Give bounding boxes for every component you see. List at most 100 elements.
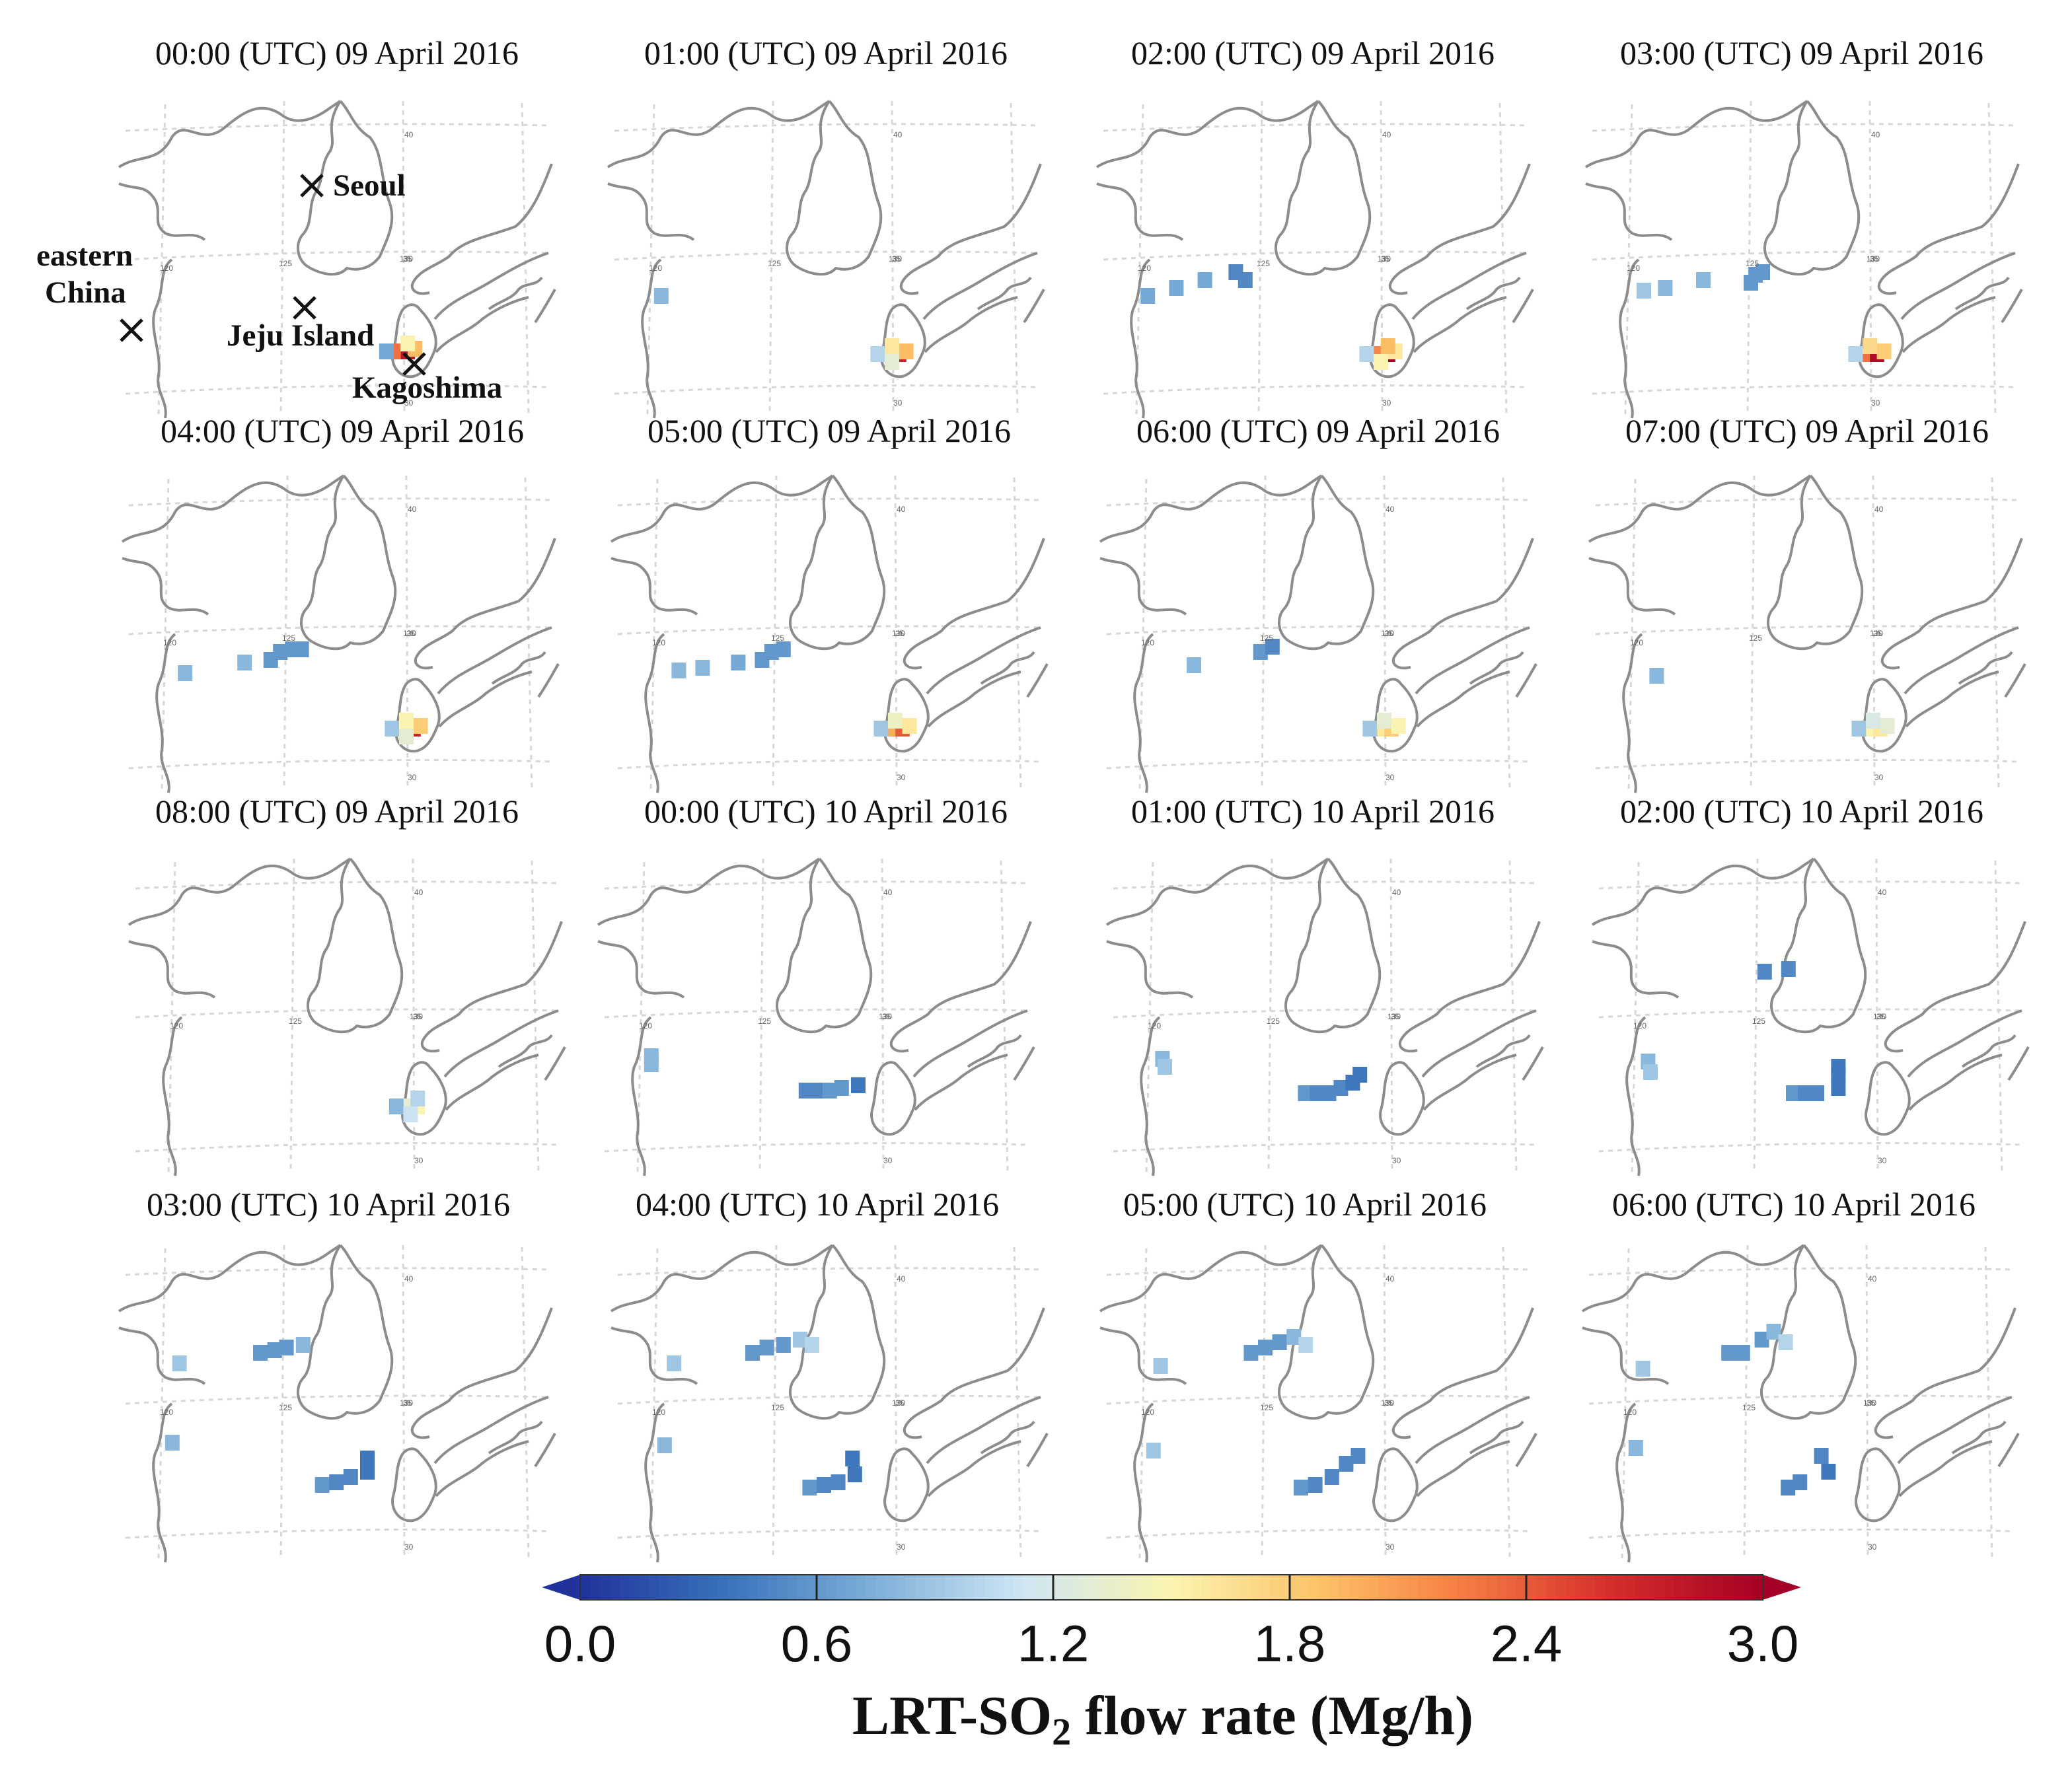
grid-label-lat-35: 35 — [1391, 1012, 1400, 1021]
heatmap-cell — [295, 1337, 311, 1353]
heatmap-cell — [851, 1077, 866, 1093]
panel-grid-labels: 120 125 130 40 35 30 — [652, 1274, 906, 1552]
colorbar-step — [1152, 1575, 1162, 1600]
heatmap-cell — [294, 641, 309, 657]
colorbar-step — [797, 1575, 807, 1600]
heatmap-cell — [379, 343, 394, 359]
heatmap-cell — [1391, 718, 1406, 734]
heatmap-cell — [273, 644, 288, 660]
heatmap-cell — [667, 1355, 682, 1371]
panel-heatmap — [165, 1337, 375, 1493]
colorbar-step — [1162, 1575, 1172, 1600]
colorbar-step — [944, 1575, 955, 1600]
grid-label-lon-130: 130 — [410, 1012, 423, 1021]
colorbar-step — [1092, 1575, 1103, 1600]
grid-label-lat-40: 40 — [897, 1274, 906, 1283]
heatmap-cell — [1310, 1085, 1325, 1101]
grid-label-lat-35: 35 — [895, 629, 905, 638]
colorbar-max-arrow-icon — [1763, 1575, 1801, 1600]
colorbar-step — [1210, 1575, 1222, 1600]
grid-label-lon-130: 130 — [1863, 1398, 1876, 1408]
grid-label-lat-35: 35 — [403, 254, 412, 264]
grid-label-lat-35: 35 — [1381, 254, 1390, 264]
label-seoul: Seoul — [333, 168, 406, 203]
colorbar-step — [1112, 1575, 1123, 1600]
heatmap-cell — [1781, 1480, 1796, 1495]
grid-label-lon-125: 125 — [279, 259, 292, 268]
colorbar-step — [1605, 1575, 1615, 1600]
heatmap-cell — [329, 1474, 344, 1490]
heatmap-cell — [745, 1345, 760, 1361]
grid-label-lat-40: 40 — [1868, 1274, 1877, 1283]
colorbar-label: LRT-SO2 flow rate (Mg/h) — [852, 1685, 1473, 1753]
grid-label-lon-130: 130 — [879, 1012, 892, 1021]
grid-label-lat-30: 30 — [404, 1542, 414, 1552]
colorbar-step — [1142, 1575, 1152, 1600]
colorbar-step — [807, 1575, 817, 1600]
colorbar-step — [747, 1575, 758, 1600]
panel-map — [1588, 474, 2026, 794]
grid-label-lon-130: 130 — [1388, 1012, 1401, 1021]
grid-label-lon-130: 130 — [1378, 254, 1391, 264]
grid-label-lon-125: 125 — [1267, 1017, 1280, 1026]
heatmap-cell — [1748, 267, 1763, 283]
heatmap-cell — [1821, 1464, 1836, 1480]
grid-label-lat-40: 40 — [1878, 888, 1887, 897]
colorbar-step — [1082, 1575, 1093, 1600]
colorbar: 0.0 0.6 1.2 1.8 2.4 3.0 LRT-SO2 flow rate (Mg… — [542, 1574, 1801, 1753]
grid-label-lat-30: 30 — [408, 773, 417, 782]
colorbar-step — [1378, 1575, 1389, 1600]
colorbar-step — [1319, 1575, 1330, 1600]
grid-label-lat-40: 40 — [1382, 130, 1391, 139]
panel-grid-labels: 120 125 130 40 35 30 — [1630, 505, 1884, 782]
colorbar-step — [1280, 1575, 1290, 1600]
heatmap-cell — [899, 343, 914, 359]
seoul-marker-icon — [300, 174, 324, 198]
colorbar-step — [994, 1575, 1005, 1600]
panel-heatmap — [1187, 639, 1406, 737]
colorbar-step — [817, 1575, 827, 1600]
colorbar-step — [1014, 1575, 1024, 1600]
panel-map — [1591, 857, 2030, 1177]
label-kagoshima: Kagoshima — [352, 371, 502, 405]
grid-label-lon-130: 130 — [400, 254, 413, 264]
colorbar-step — [1191, 1575, 1202, 1600]
panel-grid-labels: 120 125 130 40 35 30 — [170, 888, 424, 1165]
grid-label-lon-120: 120 — [1627, 264, 1640, 273]
heatmap-cell — [847, 1466, 862, 1482]
heatmap-cell — [776, 1337, 791, 1353]
grid-label-lon-130: 130 — [1381, 1398, 1394, 1408]
grid-label-lat-35: 35 — [882, 1012, 891, 1021]
colorbar-step — [925, 1575, 936, 1600]
colorbar-step — [964, 1575, 975, 1600]
heatmap-cell — [1866, 713, 1880, 729]
grid-label-lat-35: 35 — [1870, 254, 1879, 264]
grid-label-lon-120: 120 — [163, 638, 176, 647]
colorbar-step — [1220, 1575, 1232, 1600]
heatmap-cell — [1757, 964, 1772, 980]
grid-label-lon-120: 120 — [652, 1408, 665, 1417]
grid-label-lon-120: 120 — [170, 1021, 183, 1030]
colorbar-step — [1526, 1575, 1537, 1600]
heatmap-cell — [1696, 272, 1711, 288]
panel-heatmap — [1628, 1324, 1836, 1495]
panel-5: 04:00 (UTC) 09 April 2016 120 125 130 40 35 3… — [121, 412, 560, 794]
panel-heatmap — [178, 641, 428, 744]
grid-label-lon-125: 125 — [758, 1017, 771, 1026]
heatmap-cell — [360, 1464, 375, 1480]
colorbar-step — [679, 1575, 689, 1600]
panel-heatmap — [644, 1048, 866, 1099]
heatmap-cell — [1649, 668, 1664, 684]
grid-label-lon-130: 130 — [1870, 629, 1883, 638]
panel-map — [1105, 857, 1544, 1177]
grid-label-lat-35: 35 — [1384, 629, 1393, 638]
grid-label-lat-30: 30 — [1871, 398, 1880, 408]
heatmap-cell — [885, 338, 899, 354]
panel-grid-labels: 120 125 130 40 35 30 — [1141, 505, 1395, 782]
grid-label-lon-120: 120 — [1138, 264, 1151, 273]
heatmap-cell — [644, 1056, 659, 1072]
panel-8: 07:00 (UTC) 09 April 2016 120 125 130 40 35 3… — [1588, 412, 2026, 794]
heatmap-cell — [759, 1340, 774, 1355]
panel-6: 05:00 (UTC) 09 April 2016 120 125 130 40 35 3… — [610, 412, 1049, 794]
grid-label-lon-130: 130 — [889, 254, 902, 264]
